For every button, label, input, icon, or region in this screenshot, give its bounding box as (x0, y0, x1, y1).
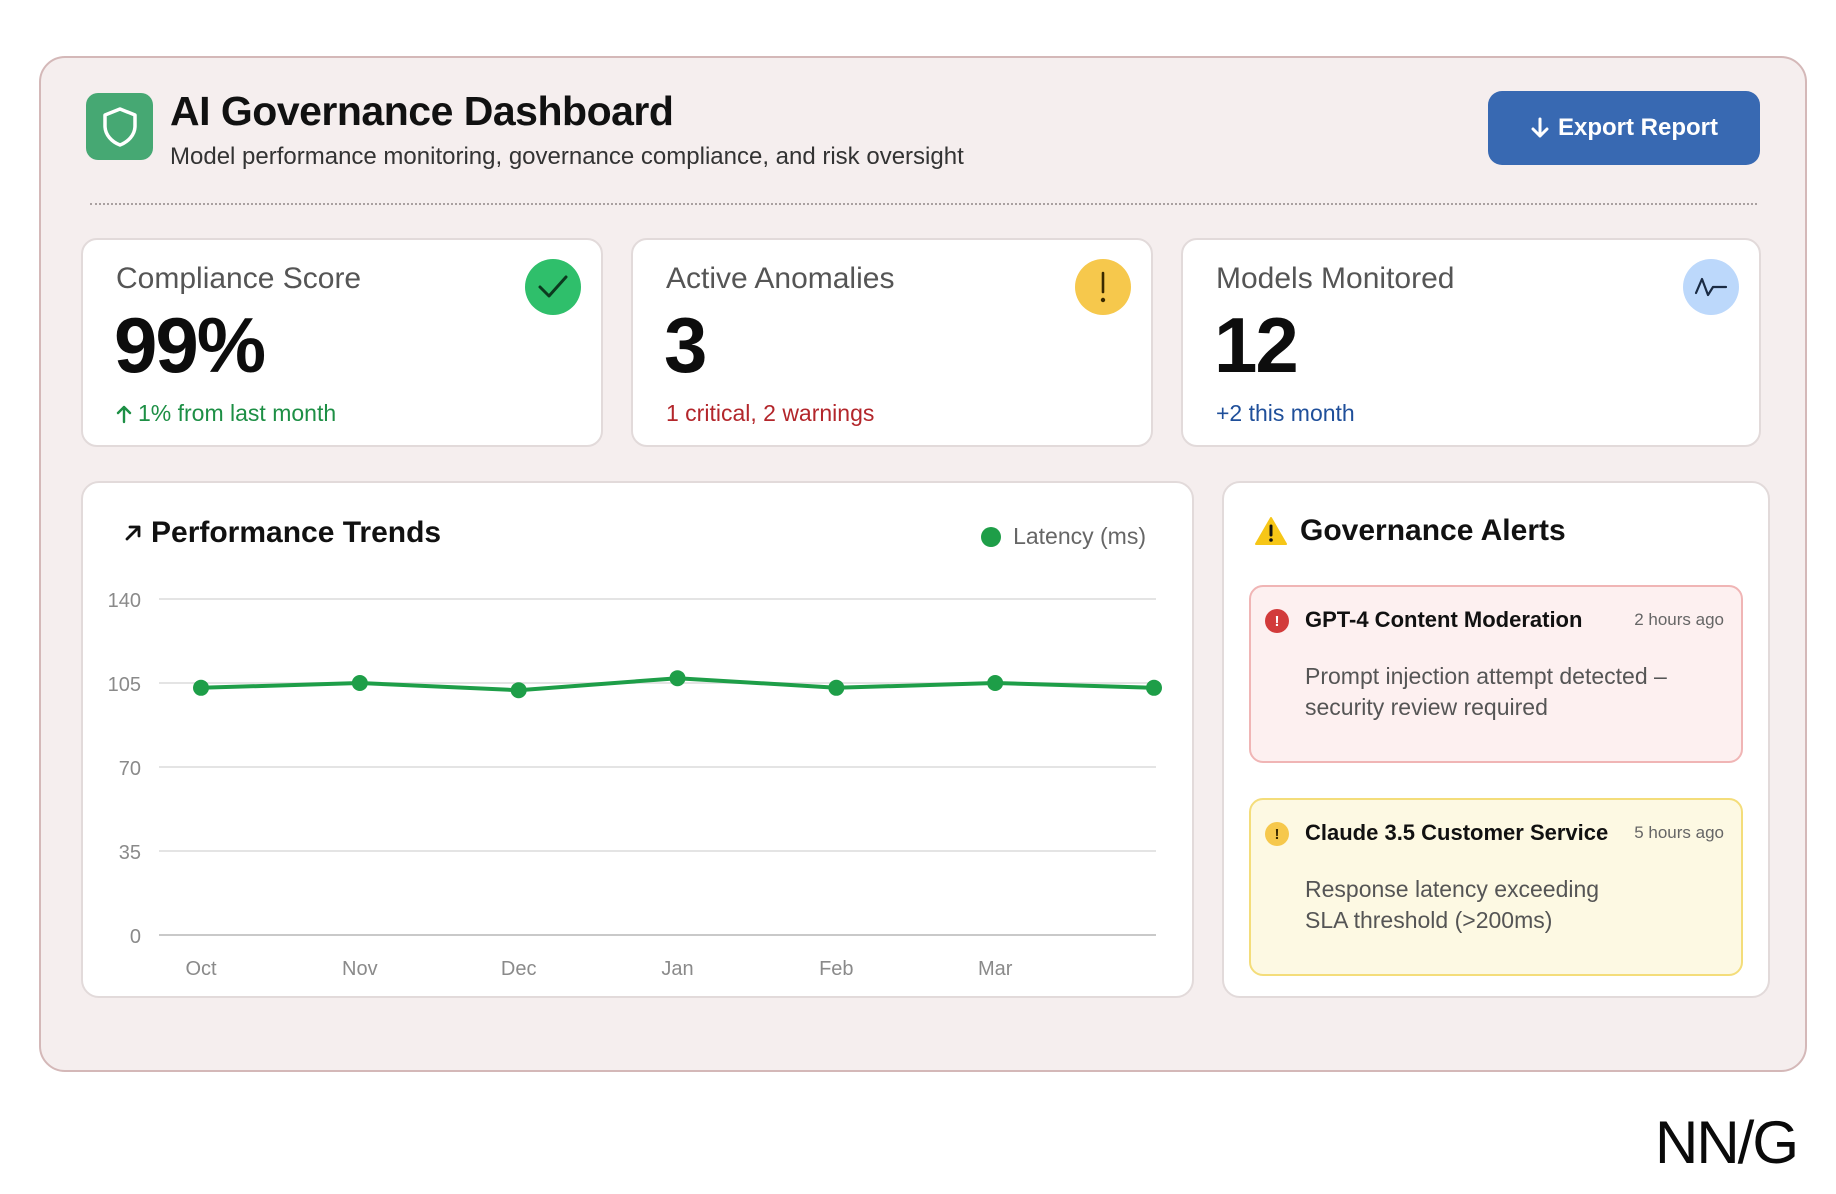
x-tick-label: Nov (342, 958, 378, 980)
stat-note: +2 this month (1216, 400, 1355, 426)
y-tick-label: 70 (119, 758, 141, 780)
data-point (828, 679, 845, 696)
alert-item-critical[interactable]: ! GPT-4 Content Moderation 2 hours ago P… (1249, 585, 1743, 763)
data-point (351, 675, 368, 691)
stat-label: Models Monitored (1216, 262, 1455, 295)
chart-legend: Latency (ms) (981, 523, 1146, 550)
alert-time: 5 hours ago (1634, 823, 1724, 842)
legend-swatch (981, 526, 1002, 547)
y-tick-label: 105 (108, 674, 141, 696)
y-tick-label: 0 (130, 926, 141, 948)
performance-title-text: Performance Trends (151, 516, 442, 549)
export-report-label: Export Report (1557, 114, 1718, 141)
exclamation-icon: ! (1265, 822, 1289, 846)
data-point (1146, 679, 1162, 696)
latency-chart: 0 35 70 105 140 Oct Nov Dec Jan Feb Mar (108, 590, 1162, 980)
check-icon (525, 259, 581, 315)
stat-label: Compliance Score (116, 262, 362, 295)
activity-icon (1683, 259, 1739, 315)
data-point (669, 670, 686, 687)
arrow-up-right-icon (125, 525, 141, 541)
y-tick-label: 140 (108, 590, 141, 612)
warning-triangle-icon (1255, 517, 1287, 545)
error-icon: ! (1265, 609, 1289, 633)
alert-message: Prompt injection attempt detected – secu… (1305, 663, 1667, 720)
x-tick-label: Dec (501, 958, 537, 980)
stat-label: Active Anomalies (666, 262, 895, 295)
data-point (987, 675, 1004, 691)
stat-note: 1% from last month (116, 400, 336, 427)
x-tick-label: Jan (661, 958, 693, 980)
alert-title: Claude 3.5 Customer Service (1305, 820, 1609, 845)
performance-panel: Performance Trends Latency (ms) 0 35 70 105… (81, 481, 1194, 998)
arrow-down-icon (1531, 117, 1549, 138)
stat-card-models: Models Monitored 12 +2 this month (1181, 238, 1761, 447)
alerts-title: Governance Alerts (1254, 514, 1566, 548)
header-divider (90, 203, 1757, 205)
arrow-up-icon (116, 405, 132, 423)
alerts-panel: Governance Alerts ! GPT-4 Content Modera… (1222, 481, 1770, 998)
alert-time: 2 hours ago (1634, 610, 1724, 629)
x-tick-label: Oct (185, 958, 217, 980)
stat-card-anomalies: Active Anomalies 3 1 critical, 2 warning… (631, 238, 1153, 447)
page-title: AI Governance Dashboard (170, 88, 674, 134)
stat-value: 99% (114, 301, 266, 389)
brand-logo: NN/G (1655, 1109, 1799, 1176)
stat-value: 12 (1214, 301, 1299, 389)
x-tick-label: Mar (978, 958, 1013, 980)
page-subtitle: Model performance monitoring, governance… (170, 143, 964, 170)
alert-item-warning[interactable]: ! Claude 3.5 Customer Service 5 hours ag… (1249, 798, 1743, 976)
shield-icon (86, 93, 153, 160)
stat-value: 3 (664, 301, 707, 389)
legend-label: Latency (ms) (1013, 523, 1146, 549)
performance-title: Performance Trends (123, 516, 441, 550)
x-tick-label: Feb (819, 958, 853, 980)
exclamation-icon (1075, 259, 1131, 315)
stat-note: 1 critical, 2 warnings (666, 400, 875, 426)
alert-message: Response latency exceeding SLA threshold… (1305, 876, 1600, 933)
alerts-title-text: Governance Alerts (1300, 514, 1566, 547)
stat-note-text: 1% from last month (138, 400, 337, 426)
data-point (193, 679, 209, 696)
data-point (510, 682, 527, 699)
stat-card-compliance: Compliance Score 99% 1% from last month (81, 238, 603, 447)
y-tick-label: 35 (119, 842, 141, 864)
alert-title: GPT-4 Content Moderation (1305, 607, 1583, 632)
export-report-button[interactable]: Export Report (1488, 91, 1760, 165)
